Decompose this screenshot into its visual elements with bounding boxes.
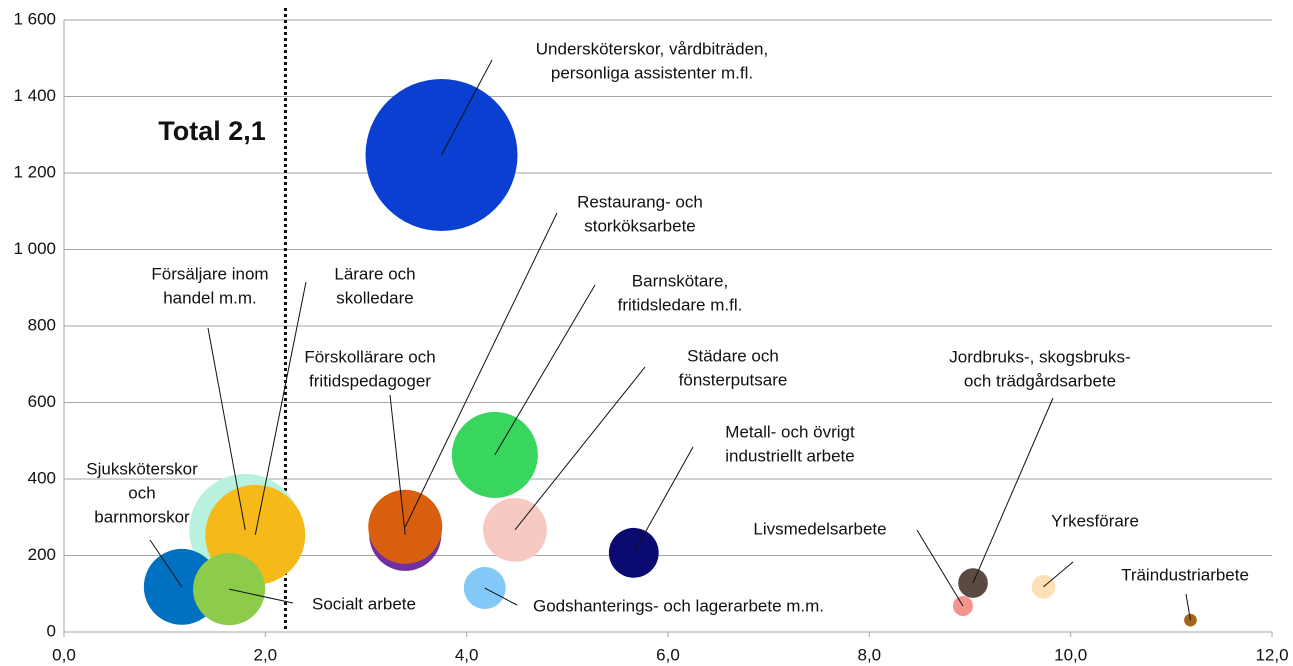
x-tick-label: 2,0 [254,645,278,664]
leader-line [1043,561,1074,588]
x-tick-label: 12,0 [1255,645,1288,664]
leader-line [254,281,307,535]
bubble-label: Förskollärare och [304,347,435,366]
bubble-label: personliga assistenter m.fl. [551,63,753,82]
y-tick-label: 800 [28,315,56,334]
y-tick-label: 1 400 [13,86,56,105]
bubble-label: Jordbruks-, skogsbruks- [949,347,1130,366]
leader-line [514,366,646,531]
bubble-label: Metall- och övrigt [725,422,855,441]
bubble-label: Lärare och [334,264,415,283]
x-tick-label: 4,0 [455,645,479,664]
leader-line [916,529,964,607]
x-tick-label: 10,0 [1054,645,1087,664]
y-tick-label: 1 600 [13,9,56,28]
bubble-label: fritidsledare m.fl. [618,295,743,314]
bubble-label: storköksarbete [584,216,696,235]
bubble-label: industriellt arbete [725,446,854,465]
bubble-label: Försäljare inom [151,264,268,283]
leader-line [228,588,294,604]
y-tick-label: 600 [28,392,56,411]
y-tick-label: 200 [28,545,56,564]
leader-line [1185,593,1191,621]
leader-line [404,212,558,528]
bubble-label: Yrkesförare [1051,511,1139,530]
bubble-label: Sjuksköterskor [86,459,198,478]
leader-line [389,394,406,535]
bubble-label: handel m.m. [163,288,257,307]
x-tick-label: 6,0 [656,645,680,664]
bubble-label: och [128,483,155,502]
leader-line [633,446,694,554]
bubble-label: fönsterputsare [679,370,788,389]
x-tick-label: 0,0 [52,645,76,664]
bubble-label: Godshanterings- och lagerarbete m.m. [533,596,824,615]
leader-line [149,539,183,588]
bubble-label: Undersköterskor, vårdbiträden, [536,39,768,58]
bubble-label: Restaurang- och [577,192,703,211]
leader-line [207,327,246,530]
y-tick-label: 1 200 [13,162,56,181]
x-tick-label: 8,0 [858,645,882,664]
leader-line [972,397,1054,584]
leader-line [441,59,493,156]
bubble-label: Träindustriarbete [1121,565,1249,584]
y-tick-label: 400 [28,468,56,487]
bubble-label: skolledare [336,288,414,307]
annotation: Total 2,1 [158,116,266,146]
bubble-label: barnmorskor [94,507,190,526]
bubble-label: och trädgårdsarbete [964,371,1116,390]
bubble [1031,575,1056,599]
bubble-label: Städare och [687,346,779,365]
bubble-label: Livsmedelsarbete [753,519,886,538]
bubble-label: fritidspedagoger [309,371,431,390]
leader-line [484,587,518,606]
bubble-label: Barnskötare, [632,271,728,290]
y-tick-label: 1 000 [13,239,56,258]
y-tick-label: 0 [47,621,56,640]
leader-line [494,284,596,456]
bubble [952,595,973,616]
bubble-label: Socialt arbete [312,594,416,613]
